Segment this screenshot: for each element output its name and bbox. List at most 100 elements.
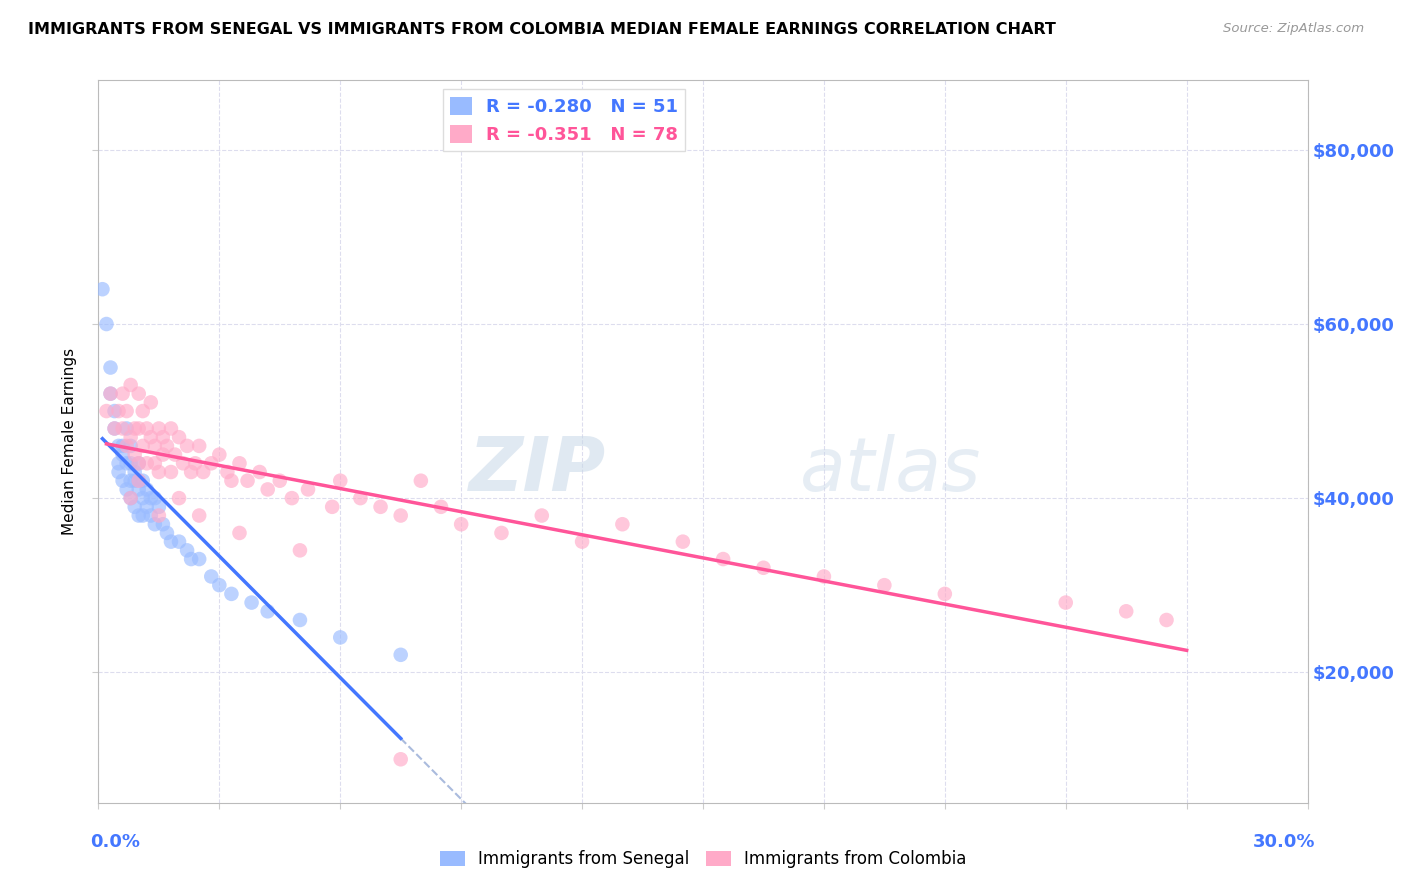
Point [152, 517, 174, 532]
Point [180, 465, 202, 479]
Point [103, 404, 125, 418]
Point [107, 404, 129, 418]
Point [143, 456, 166, 470]
Point [135, 456, 157, 470]
Point [124, 448, 146, 462]
Point [132, 474, 155, 488]
Point [184, 456, 207, 470]
Point [103, 421, 125, 435]
Point [120, 491, 142, 505]
Point [115, 456, 138, 470]
Point [107, 439, 129, 453]
Point [430, 500, 453, 514]
Point [200, 569, 222, 583]
Point [124, 465, 146, 479]
Point [124, 474, 146, 488]
Point [132, 404, 155, 418]
Point [752, 561, 775, 575]
Point [288, 543, 311, 558]
Text: 30.0%: 30.0% [1253, 833, 1316, 851]
Text: Source: ZipAtlas.com: Source: ZipAtlas.com [1223, 22, 1364, 36]
Point [281, 491, 304, 505]
Point [91, 282, 114, 296]
Point [1054, 596, 1077, 610]
Legend: R = -0.280   N = 51, R = -0.351   N = 78: R = -0.280 N = 51, R = -0.351 N = 78 [443, 89, 685, 152]
Point [115, 421, 138, 435]
Point [96, 317, 118, 331]
Point [139, 491, 162, 505]
Point [120, 474, 142, 488]
Point [107, 465, 129, 479]
Point [389, 508, 412, 523]
Point [132, 491, 155, 505]
Point [111, 474, 134, 488]
Point [100, 386, 122, 401]
Point [156, 439, 179, 453]
Point [132, 508, 155, 523]
Point [329, 474, 352, 488]
Point [180, 552, 202, 566]
Point [208, 578, 231, 592]
Point [132, 439, 155, 453]
Point [115, 483, 138, 497]
Point [128, 456, 150, 470]
Point [160, 465, 183, 479]
Point [193, 465, 215, 479]
Point [188, 508, 211, 523]
Point [1156, 613, 1178, 627]
Point [672, 534, 695, 549]
Point [124, 421, 146, 435]
Point [1115, 604, 1137, 618]
Point [139, 430, 162, 444]
Point [167, 430, 190, 444]
Point [217, 465, 239, 479]
Point [128, 456, 150, 470]
Point [124, 500, 146, 514]
Point [176, 439, 198, 453]
Text: atlas: atlas [800, 434, 981, 507]
Point [188, 439, 211, 453]
Point [148, 421, 170, 435]
Point [256, 483, 278, 497]
Point [107, 456, 129, 470]
Point [163, 448, 186, 462]
Point [370, 500, 392, 514]
Text: ZIP: ZIP [470, 434, 606, 507]
Legend: Immigrants from Senegal, Immigrants from Colombia: Immigrants from Senegal, Immigrants from… [433, 844, 973, 875]
Point [321, 500, 343, 514]
Point [152, 448, 174, 462]
Point [135, 483, 157, 497]
Point [143, 491, 166, 505]
Point [329, 631, 352, 645]
Text: 0.0%: 0.0% [90, 833, 141, 851]
Point [409, 474, 432, 488]
Point [160, 421, 183, 435]
Point [152, 430, 174, 444]
Point [297, 483, 319, 497]
Point [103, 421, 125, 435]
Point [236, 474, 259, 488]
Point [120, 491, 142, 505]
Point [160, 534, 183, 549]
Point [128, 474, 150, 488]
Point [571, 534, 593, 549]
Point [120, 430, 142, 444]
Point [120, 439, 142, 453]
Point [612, 517, 634, 532]
Point [240, 596, 263, 610]
Point [450, 517, 472, 532]
Point [228, 525, 250, 540]
Point [135, 421, 157, 435]
Point [128, 508, 150, 523]
Point [188, 552, 211, 566]
Point [111, 448, 134, 462]
Point [135, 500, 157, 514]
Point [389, 648, 412, 662]
Point [128, 421, 150, 435]
Point [269, 474, 291, 488]
Point [148, 465, 170, 479]
Text: IMMIGRANTS FROM SENEGAL VS IMMIGRANTS FROM COLOMBIA MEDIAN FEMALE EARNINGS CORRE: IMMIGRANTS FROM SENEGAL VS IMMIGRANTS FR… [28, 22, 1056, 37]
Point [934, 587, 956, 601]
Point [256, 604, 278, 618]
Point [249, 465, 271, 479]
